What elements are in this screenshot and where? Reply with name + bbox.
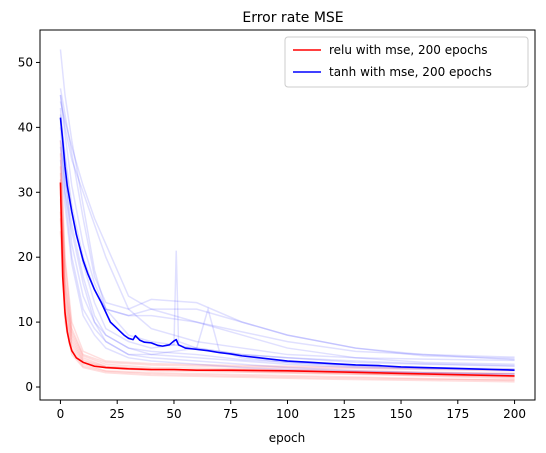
y-tick-label-2: 20: [18, 250, 33, 264]
series-line-0: [59, 182, 515, 377]
relu-run-line-1: [59, 211, 515, 382]
x-tick-label-2: 50: [166, 407, 181, 421]
x-tick-label-1: 25: [110, 407, 125, 421]
y-tick-label-3: 30: [18, 185, 33, 199]
legend: relu with mse, 200 epochs tanh with mse, …: [284, 36, 529, 88]
tanh-run-line-11: [59, 159, 515, 375]
plot-frame: [39, 29, 536, 401]
x-tick-label-3: 75: [223, 407, 238, 421]
y-tick-label-1: 10: [18, 315, 33, 329]
x-tick-label-5: 125: [333, 407, 356, 421]
x-tick-label-0: 0: [57, 407, 65, 421]
tanh-run-line-6: [59, 114, 515, 366]
legend-box: [284, 36, 529, 88]
legend-label-1: tanh with mse, 200 epochs: [329, 65, 492, 79]
tanh-run-line-10: [59, 94, 515, 360]
legend-label-0: relu with mse, 200 epochs: [329, 43, 488, 57]
tanh-run-line-1: [59, 94, 515, 362]
tanh-run-line-9: [59, 146, 515, 371]
y-tick-label-5: 50: [18, 55, 33, 69]
tanh-run-line-5: [59, 88, 515, 361]
x-tick-label-4: 100: [276, 407, 299, 421]
relu-run-line-2: [59, 153, 515, 372]
relu-run-line-4: [59, 192, 515, 375]
x-tick-label-6: 150: [390, 407, 413, 421]
tanh-run-line-4: [59, 101, 515, 358]
tanh-run-line-2: [59, 107, 515, 371]
relu-run-line-7: [59, 198, 515, 378]
y-tick-label-4: 40: [18, 120, 33, 134]
tanh-run-line-0: [59, 49, 515, 367]
tanh-run-line-3: [59, 127, 515, 375]
x-tick-label-8: 200: [503, 407, 526, 421]
relu-run-line-5: [59, 166, 515, 375]
y-tick-label-0: 0: [25, 380, 33, 394]
tanh-run-line-8: [59, 120, 515, 367]
relu-run-line-0: [59, 172, 515, 379]
relu-run-line-9: [59, 140, 515, 371]
x-axis-label: epoch: [269, 431, 306, 445]
series-line-1: [59, 117, 515, 371]
chart-title: Error rate MSE: [242, 10, 343, 26]
x-tick-label-7: 175: [446, 407, 469, 421]
